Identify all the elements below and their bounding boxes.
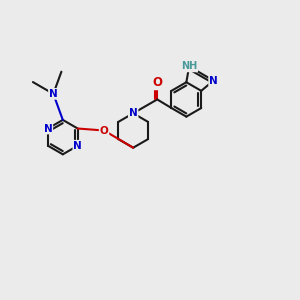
Text: O: O [100,125,108,136]
Text: N: N [49,89,58,99]
Text: N: N [209,76,218,85]
Text: O: O [152,76,162,89]
Text: N: N [129,108,138,118]
Text: N: N [73,141,82,151]
Text: N: N [44,124,52,134]
Text: NH: NH [181,61,197,71]
